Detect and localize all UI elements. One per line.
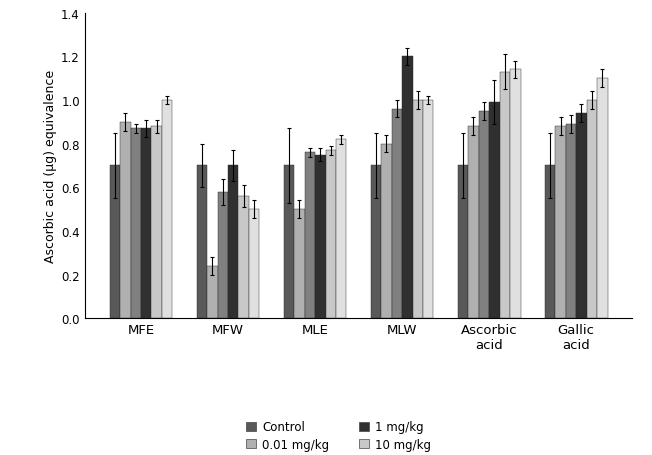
Bar: [207, 266, 218, 318]
Bar: [336, 140, 346, 318]
Bar: [489, 103, 499, 318]
Bar: [545, 166, 556, 318]
Bar: [402, 57, 413, 318]
Bar: [566, 125, 576, 318]
Bar: [249, 210, 259, 318]
Legend: Control, 0.01 mg/kg, 0.1 mg/kg, 1 mg/kg, 10 mg/kg, 100 mg/kg: Control, 0.01 mg/kg, 0.1 mg/kg, 1 mg/kg,…: [241, 416, 443, 455]
Y-axis label: Ascorbic acid (μg) equivalence: Ascorbic acid (μg) equivalence: [44, 70, 57, 263]
Bar: [239, 197, 249, 318]
Bar: [151, 127, 162, 318]
Bar: [413, 101, 423, 318]
Bar: [304, 153, 315, 318]
Bar: [315, 155, 325, 318]
Bar: [294, 210, 304, 318]
Bar: [587, 101, 597, 318]
Bar: [597, 79, 608, 318]
Bar: [197, 166, 207, 318]
Bar: [141, 129, 151, 318]
Bar: [371, 166, 381, 318]
Bar: [120, 122, 130, 318]
Bar: [162, 101, 172, 318]
Bar: [556, 127, 566, 318]
Bar: [325, 151, 336, 318]
Bar: [381, 144, 392, 318]
Bar: [130, 129, 141, 318]
Bar: [510, 70, 520, 318]
Bar: [499, 72, 510, 318]
Bar: [468, 127, 479, 318]
Bar: [284, 166, 294, 318]
Bar: [392, 110, 402, 318]
Bar: [228, 166, 239, 318]
Bar: [218, 192, 228, 318]
Bar: [110, 166, 120, 318]
Bar: [479, 111, 489, 318]
Bar: [423, 101, 434, 318]
Bar: [458, 166, 468, 318]
Bar: [576, 114, 587, 318]
